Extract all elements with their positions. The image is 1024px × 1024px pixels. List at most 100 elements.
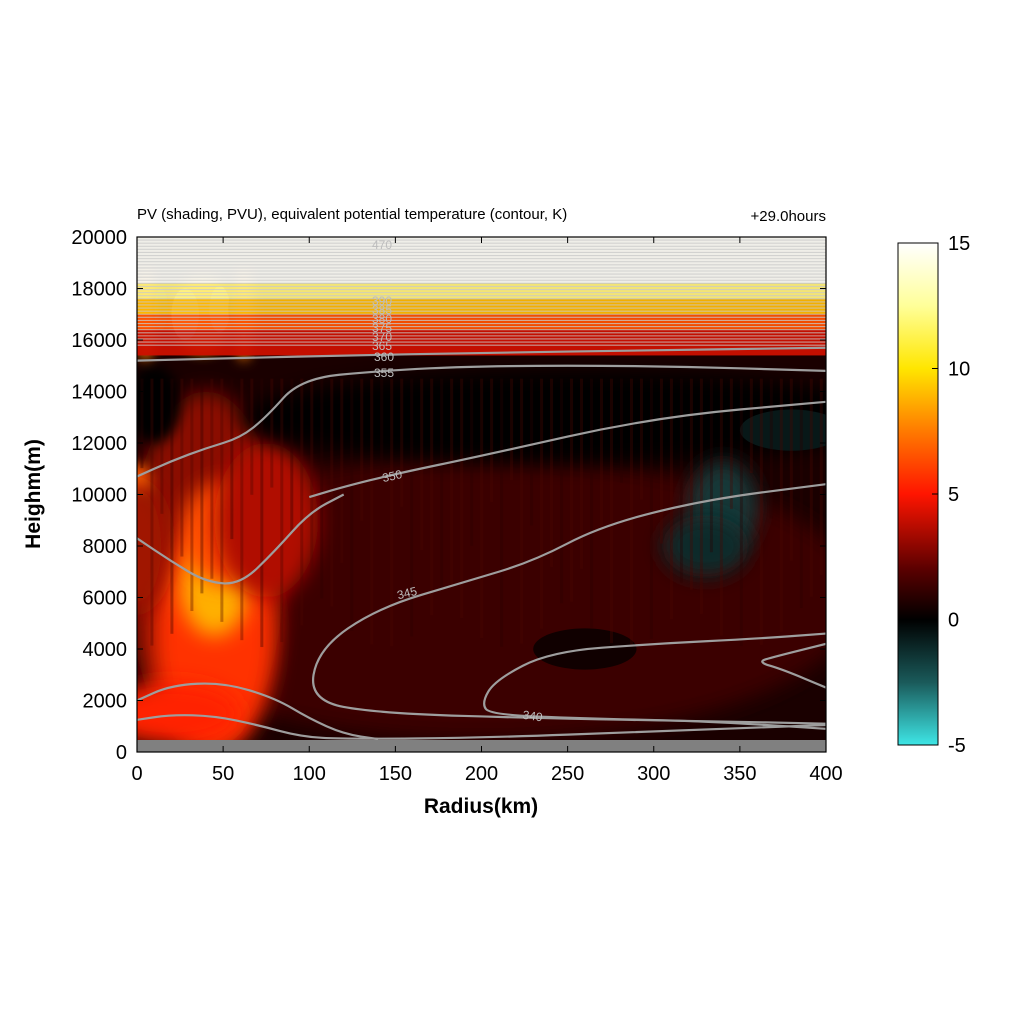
colorbar-ticks: 15 10 5 0 -5 [932,233,970,757]
pv-stratosphere-band [137,314,826,330]
pv-shading-blob [240,370,826,464]
theta-e-stack [137,237,826,346]
pv-streak [400,378,404,507]
pv-streak [170,378,174,634]
pv-streak [270,378,274,488]
contour-label-385: 385 [372,303,392,317]
theta-e-contour-340 [761,642,826,689]
pv-streak [330,378,334,607]
pv-streak [240,378,244,641]
pv-streak [430,378,434,616]
pv-streak [530,378,534,526]
pv-streak [580,378,584,569]
x-tick-label: 150 [379,763,412,785]
theta-e-contour-340 [137,714,826,740]
pv-streak [510,378,514,481]
contour-label-350: 350 [381,467,404,485]
x-tick-label: 0 [131,763,142,785]
pv-shading-blob [137,682,241,745]
pv-streak [440,378,444,589]
contour-label-380: 380 [372,312,392,326]
pv-streak [470,378,474,546]
pv-streak [300,378,304,626]
colorbar-tick-label: 15 [948,233,970,255]
pv-streak [799,378,803,608]
chart-title: PV (shading, PVU), equivalent potential … [137,206,567,223]
y-tick-label: 8000 [83,536,128,558]
pv-streak [370,378,374,645]
pv-streak [600,378,604,528]
y-axis: 0 2000 4000 6000 8000 10000 12000 14000 16000 180… [71,227,826,764]
pv-streak [689,378,693,590]
pv-shading-blob [137,365,181,443]
pv-streak [420,378,424,551]
pv-streak [320,378,324,599]
contour-label-360: 360 [374,350,394,364]
pv-streak [390,378,394,647]
x-tick-label: 100 [293,763,326,785]
pv-streak [779,378,783,632]
pv-shading-blob [137,481,168,611]
pv-streak [220,378,224,622]
pv-streak [140,378,144,469]
pv-streak [830,379,833,625]
pv-streak [490,378,494,502]
pv-streak [560,378,564,604]
y-tick-label: 16000 [71,330,127,352]
pv-streak [769,378,773,519]
pv-streak [180,378,184,557]
pv-streak [340,378,344,563]
contour-labels: 340 345 350 355 360 365 370 375 380 385 … [372,238,544,724]
contour-label-340: 340 [522,708,544,725]
contour-label-355: 355 [374,366,394,380]
x-axis-label: Radius(km) [424,795,538,818]
pv-streak [570,378,574,602]
pv-streak [809,378,813,597]
pv-streak [669,378,673,620]
pv-streak [659,378,663,544]
contour-label-345: 345 [396,584,419,603]
pv-streak [749,378,753,474]
x-tick-label: 250 [551,763,584,785]
pv-streak [619,378,623,483]
pv-streak [500,378,504,647]
pv-streak [250,378,254,495]
y-tick-label: 12000 [71,433,127,455]
y-axis-label: Heighm(m) [22,439,45,549]
pv-streak [160,378,164,514]
theta-e-contour-340 [137,682,379,741]
pv-streak [380,378,384,476]
colorbar-tick-label: 5 [948,484,959,506]
pv-streak [709,378,713,553]
pv-streak [480,378,484,639]
pv-streak [450,378,454,585]
pv-streak [200,378,204,594]
colorbar-tick-label: 0 [948,610,959,632]
theta-e-contour-345 [137,493,345,585]
pv-streak [460,378,464,619]
pv-shading-blob [214,443,318,598]
pv-streak [729,378,733,510]
pv-stratosphere-band [137,298,826,315]
y-tick-label: 0 [116,742,127,764]
pv-streak [280,378,284,643]
pv-streak [719,378,723,636]
pv-streak [260,378,264,648]
theta-e-contour-355 [137,346,826,362]
pv-streak [290,378,294,533]
y-tick-label: 6000 [83,588,128,610]
y-tick-label: 2000 [83,691,128,713]
theta-e-contour-350 [137,364,826,478]
colorbar: 15 10 5 0 -5 [897,233,970,757]
pv-streak [350,378,354,631]
pv-shading-blob [739,409,826,451]
pv-streak [150,378,154,646]
x-tick-label: 350 [723,763,756,785]
pv-streak [360,378,364,521]
pv-streak [230,378,234,540]
pv-streak [520,378,524,644]
pv-stratosphere-band [137,283,826,299]
pv-streak [609,378,613,644]
plot-area [137,237,833,752]
